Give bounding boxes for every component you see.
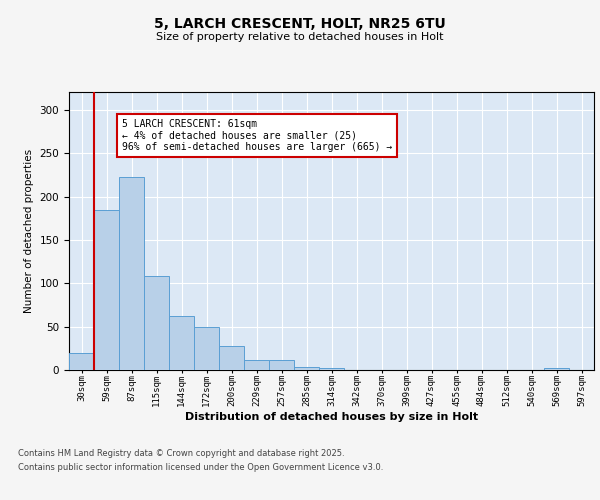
Bar bbox=[194, 326, 219, 370]
Bar bbox=[544, 368, 569, 370]
X-axis label: Distribution of detached houses by size in Holt: Distribution of detached houses by size … bbox=[185, 412, 478, 422]
Bar bbox=[119, 178, 144, 370]
Bar bbox=[319, 368, 344, 370]
Text: Contains HM Land Registry data © Crown copyright and database right 2025.: Contains HM Land Registry data © Crown c… bbox=[18, 448, 344, 458]
Text: 5, LARCH CRESCENT, HOLT, NR25 6TU: 5, LARCH CRESCENT, HOLT, NR25 6TU bbox=[154, 18, 446, 32]
Bar bbox=[94, 210, 119, 370]
Bar bbox=[144, 276, 169, 370]
Bar bbox=[269, 360, 294, 370]
Bar bbox=[169, 316, 194, 370]
Bar bbox=[219, 346, 244, 370]
Text: Size of property relative to detached houses in Holt: Size of property relative to detached ho… bbox=[156, 32, 444, 42]
Bar bbox=[69, 352, 94, 370]
Y-axis label: Number of detached properties: Number of detached properties bbox=[24, 149, 34, 314]
Bar bbox=[294, 368, 319, 370]
Bar bbox=[244, 360, 269, 370]
Text: Contains public sector information licensed under the Open Government Licence v3: Contains public sector information licen… bbox=[18, 464, 383, 472]
Text: 5 LARCH CRESCENT: 61sqm
← 4% of detached houses are smaller (25)
96% of semi-det: 5 LARCH CRESCENT: 61sqm ← 4% of detached… bbox=[121, 118, 392, 152]
